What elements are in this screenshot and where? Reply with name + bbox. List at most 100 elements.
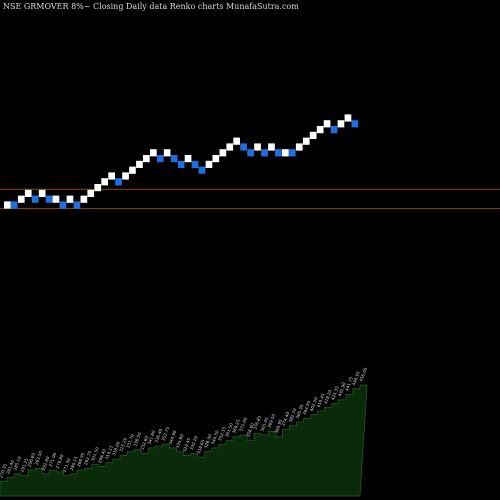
down-brick [177,160,185,168]
up-brick [150,149,157,157]
volume-label: 288.95 [76,452,86,468]
volume-label: 279.80 [55,453,65,469]
volume-label: 385.30 [295,404,305,420]
volume-label: 283.50 [34,450,44,466]
volume-label: 360.95 [274,418,284,434]
up-brick [101,178,108,186]
volume-area [0,384,368,497]
up-brick [212,155,220,163]
up-brick [38,189,46,197]
volume-label: 325.25 [118,437,128,453]
volume-label: 341.80 [146,429,156,445]
volume-label: 336.40 [154,428,164,444]
up-brick [17,195,25,203]
down-brick [247,149,254,157]
volume-label: 358.60 [245,422,255,438]
renko-bricks [4,114,359,209]
down-brick [59,201,67,209]
volume-label: 340.30 [210,429,220,445]
volume-label: 330.20 [189,435,199,451]
volume-label: 301.50 [90,446,100,462]
volume-label: 331.70 [125,433,135,449]
volume-label: 285.10 [12,455,22,471]
down-brick [288,149,296,157]
up-brick [344,114,352,122]
up-brick [52,195,60,203]
down-brick [351,120,359,128]
up-brick [254,143,261,151]
volume-label: 352.75 [161,426,171,442]
volume-label: 402.50 [309,396,319,412]
volume-label: 271.00 [48,452,58,468]
volume-label: 338.50 [132,431,142,447]
volume-label: 332.60 [139,435,149,451]
volume-label: 361.50 [224,422,234,438]
down-brick [240,143,247,151]
up-brick [282,149,289,157]
level-lines [0,188,500,210]
volume-label: 432.90 [337,381,347,397]
volume-label: 296.65 [26,452,36,468]
up-brick [136,160,143,168]
volume-label: 326.00 [203,433,213,449]
volume-label: 318.65 [196,439,206,455]
volume-label: 318.00 [111,441,121,457]
volume-label: 456.00 [358,367,368,383]
down-brick [330,126,338,134]
up-brick [295,143,303,151]
volume-label: 292.75 [83,450,93,466]
up-brick [4,201,11,209]
up-brick [323,120,331,128]
down-brick [31,195,39,203]
down-brick [45,195,53,203]
down-brick [191,160,199,168]
volume-label: 271.30 [62,457,72,473]
volume-label: 320.45 [182,437,192,453]
volume-label: 425.35 [330,385,340,401]
up-brick [108,172,115,180]
down-brick [115,178,122,186]
volume-label: 352.15 [217,426,227,442]
chart-title: NSE GRMOVER 8%~ Closing Daily data Renko… [3,2,299,11]
up-brick [129,166,136,174]
up-brick [316,126,324,134]
up-brick [337,120,345,128]
volume-label: 374.40 [281,411,291,427]
volume-label: 365.40 [259,416,269,432]
up-brick [233,137,240,145]
up-brick [80,195,88,203]
up-brick [66,195,74,203]
volume-label: 291.25 [19,457,29,473]
up-brick [184,155,192,163]
up-brick [163,149,171,157]
up-brick [94,184,102,192]
up-brick [24,189,32,197]
volume-label: 410.45 [316,392,326,408]
down-brick [10,201,18,209]
volume-label: 298.40 [97,448,107,464]
up-brick [268,143,275,151]
up-brick [309,131,317,139]
down-brick [170,155,178,163]
volume-label: 448.95 [351,370,361,386]
up-brick [226,143,234,151]
volume-label: 441.75 [344,376,354,392]
down-brick [156,155,164,163]
up-brick [219,149,227,157]
volume-label: 310.15 [104,444,114,460]
up-brick [302,137,310,145]
volume-label: 292.60 [41,455,51,471]
volume-area-shape [0,384,368,497]
volume-label: 281.40 [5,459,15,475]
down-brick [73,201,81,209]
down-brick [275,149,282,157]
volume-labels: 270.35281.40285.10291.25296.65283.50292.… [0,367,368,479]
volume-label: 335.80 [175,433,185,449]
up-brick [143,155,150,163]
volume-label: 369.10 [266,413,276,429]
volume-label: 394.95 [302,400,312,416]
volume-label: 382.70 [288,407,298,423]
up-brick [205,160,213,168]
volume-label: 280.15 [69,455,79,471]
volume-label: 270.35 [0,463,8,479]
